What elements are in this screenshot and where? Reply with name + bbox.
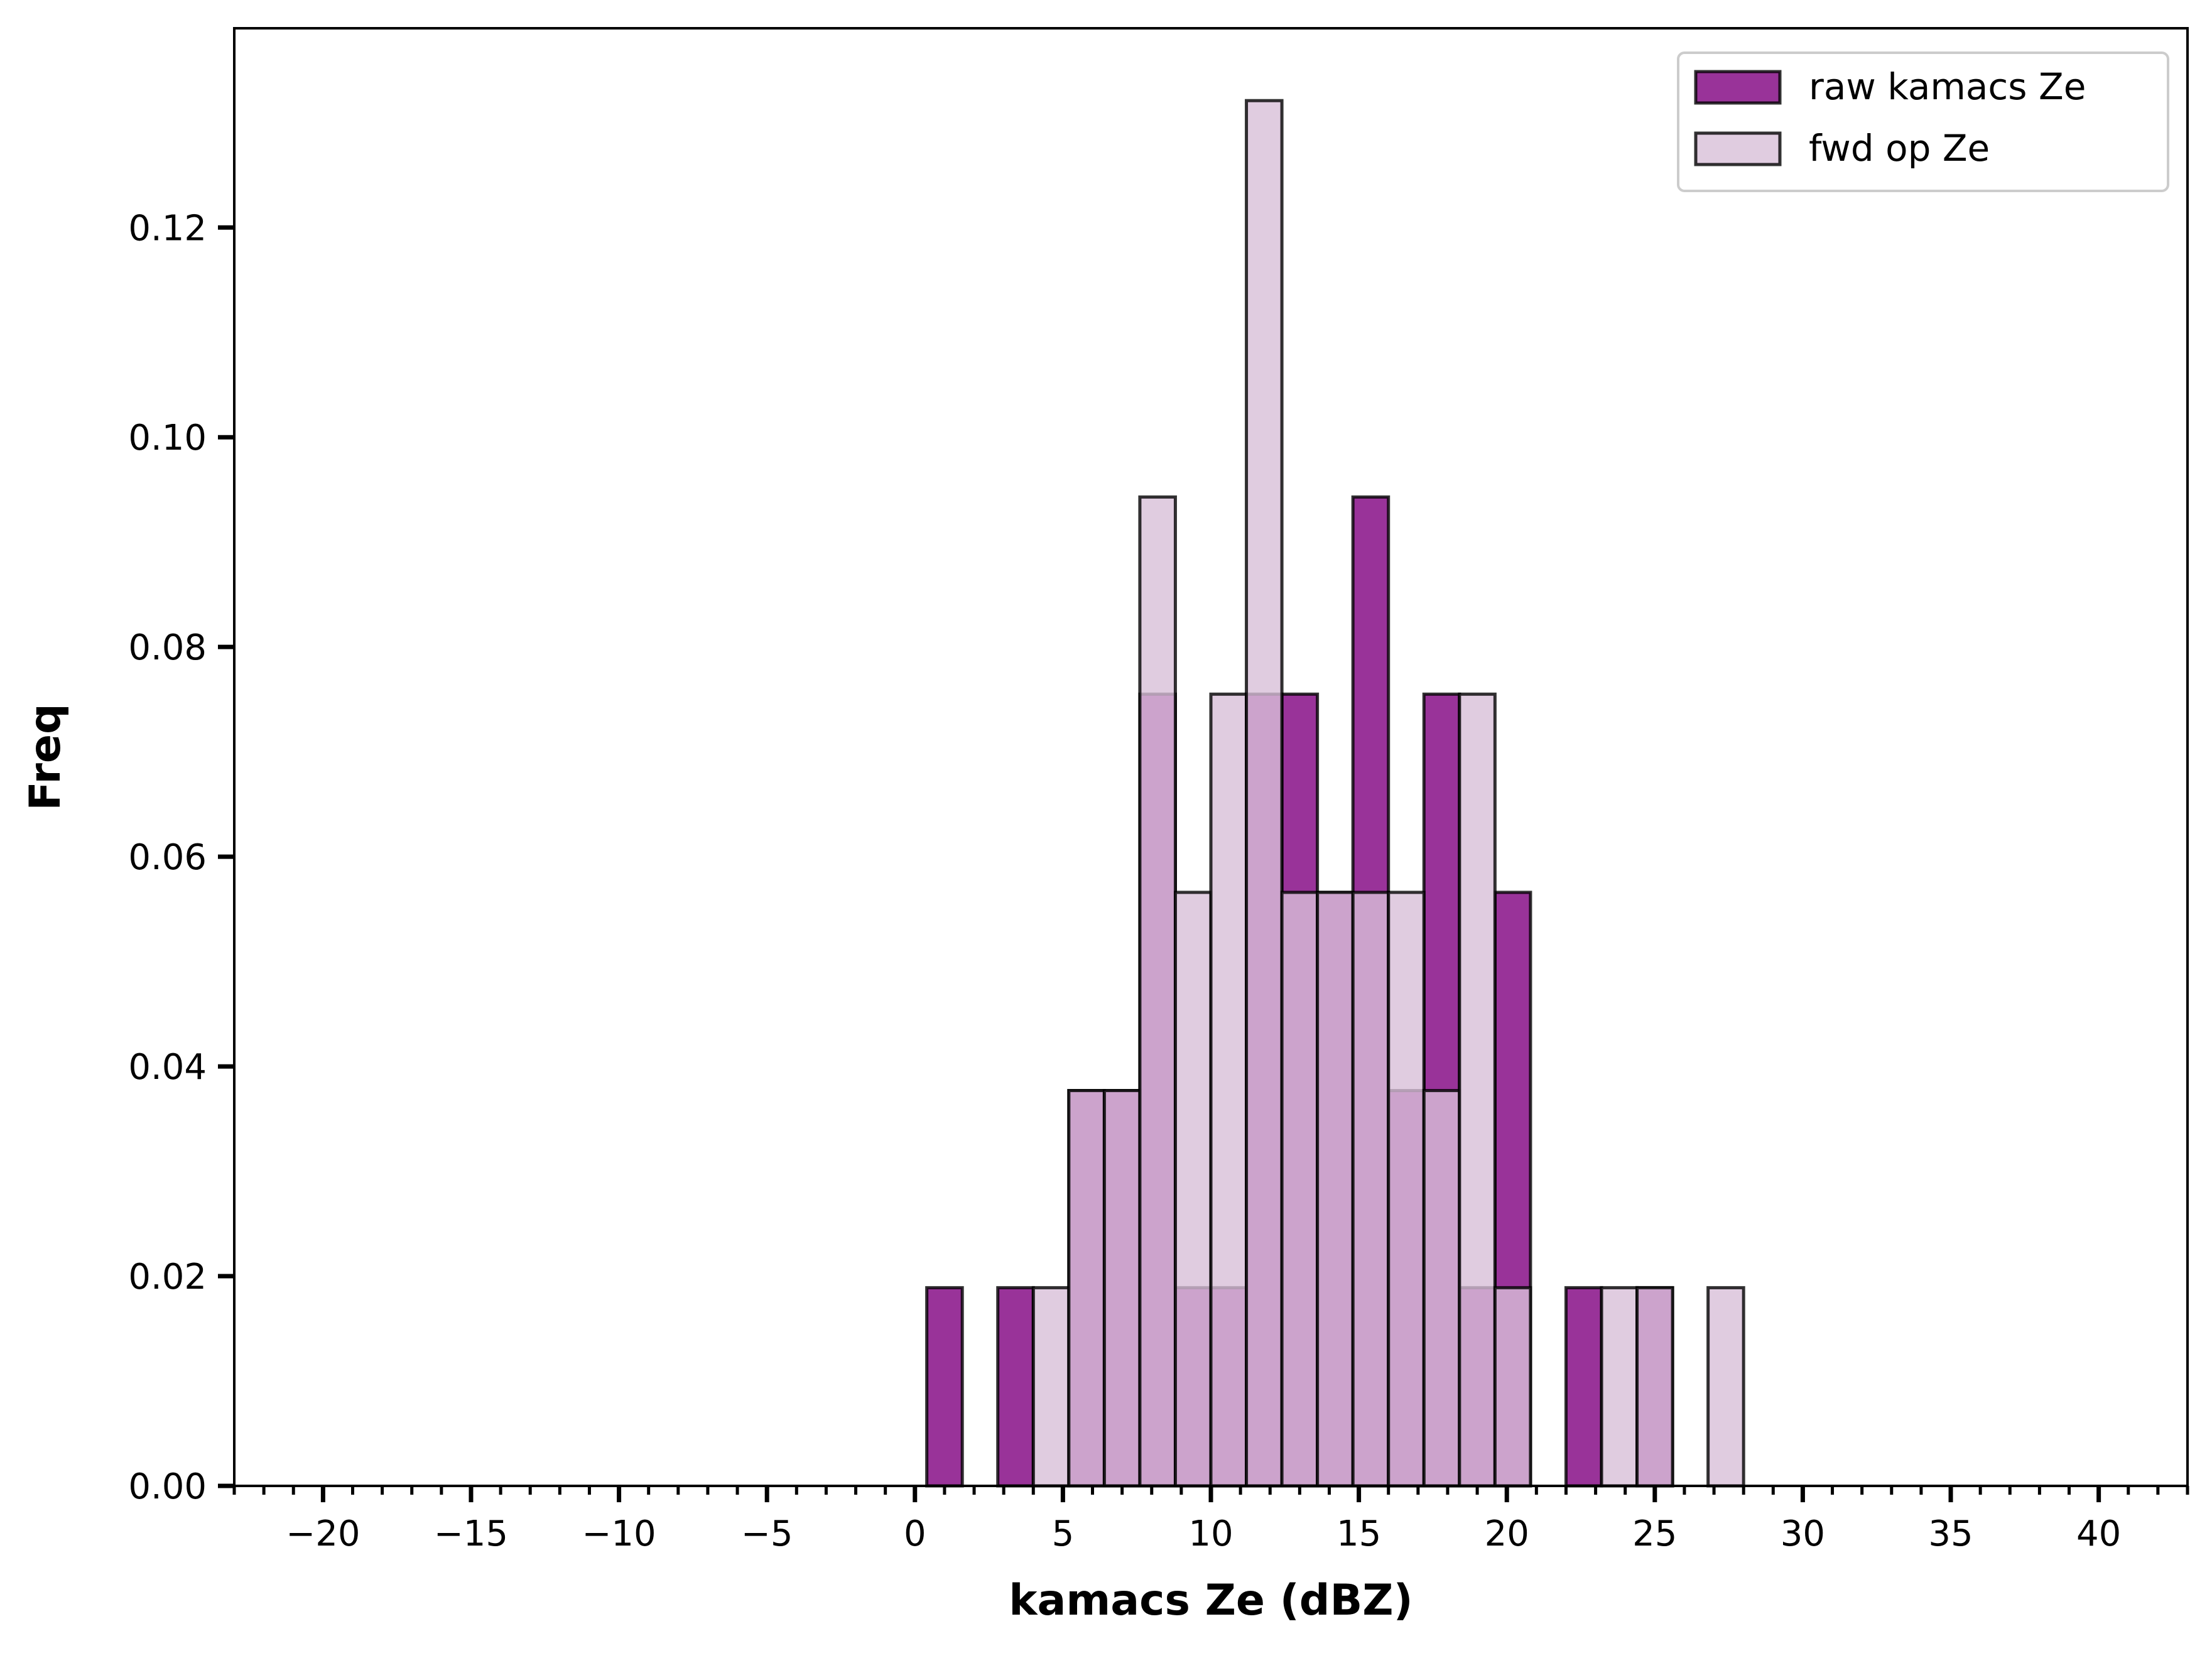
bar-series-2-bin-6 xyxy=(1138,495,1177,1488)
x-tick-label: 30 xyxy=(1781,1514,1825,1554)
bar-series-2-bin-13 xyxy=(1387,891,1426,1488)
y-tick-label: 0.10 xyxy=(128,418,207,458)
bar-series-1-bin-0 xyxy=(925,1286,964,1488)
x-tick-label: −5 xyxy=(741,1514,793,1554)
x-tick-label: 20 xyxy=(1485,1514,1529,1554)
bar-series-2-bin-3 xyxy=(1031,1286,1071,1488)
bar-series-1-bin-18 xyxy=(1564,1286,1603,1488)
bar-series-2-bin-14 xyxy=(1422,1088,1461,1488)
legend-box xyxy=(1677,51,2169,192)
y-tick-label: 0.12 xyxy=(128,208,207,249)
x-tick-label: 25 xyxy=(1632,1514,1677,1554)
x-tick-label: −10 xyxy=(582,1514,656,1554)
bar-series-2-bin-15 xyxy=(1458,692,1497,1488)
x-tick-label: 15 xyxy=(1336,1514,1381,1554)
bar-series-2-bin-9 xyxy=(1245,99,1284,1488)
x-tick-label: 0 xyxy=(904,1514,926,1554)
y-tick-label: 0.06 xyxy=(128,837,207,878)
legend-label-2: fwd op Ze xyxy=(1809,127,1990,170)
y-tick-label: 0.02 xyxy=(128,1257,207,1297)
bar-series-2-bin-8 xyxy=(1209,692,1249,1488)
bar-series-2-bin-12 xyxy=(1351,891,1391,1488)
bar-series-2-bin-4 xyxy=(1067,1088,1106,1488)
bar-series-2-bin-11 xyxy=(1316,891,1355,1488)
x-tick-label: 10 xyxy=(1188,1514,1233,1554)
y-tick-label: 0.08 xyxy=(128,627,207,668)
legend: raw kamacs Ze fwd op Ze xyxy=(1677,51,2169,192)
legend-swatch-1 xyxy=(1694,70,1782,105)
x-tick-label: 40 xyxy=(2076,1514,2121,1554)
y-tick-label: 0.00 xyxy=(128,1466,207,1507)
y-tick-label: 0.04 xyxy=(128,1047,207,1088)
bar-series-2-bin-19 xyxy=(1600,1286,1639,1488)
bar-series-2-bin-7 xyxy=(1173,891,1213,1488)
bar-series-1-bin-2 xyxy=(996,1286,1035,1488)
bar-series-2-bin-10 xyxy=(1280,891,1320,1488)
x-tick-label: 35 xyxy=(1928,1514,1973,1554)
x-tick-label: 5 xyxy=(1052,1514,1075,1554)
bar-series-2-bin-20 xyxy=(1635,1286,1674,1488)
x-tick-label: −20 xyxy=(286,1514,360,1554)
x-axis-title: kamacs Ze (dBZ) xyxy=(1009,1576,1412,1625)
y-axis-title: Freq xyxy=(21,703,70,810)
bar-series-2-bin-22 xyxy=(1706,1286,1745,1488)
bar-series-2-bin-5 xyxy=(1102,1088,1142,1488)
legend-label-1: raw kamacs Ze xyxy=(1809,65,2086,108)
x-tick-label: −15 xyxy=(434,1514,508,1554)
legend-swatch-2 xyxy=(1694,131,1782,166)
bar-series-2-bin-16 xyxy=(1493,1286,1532,1488)
